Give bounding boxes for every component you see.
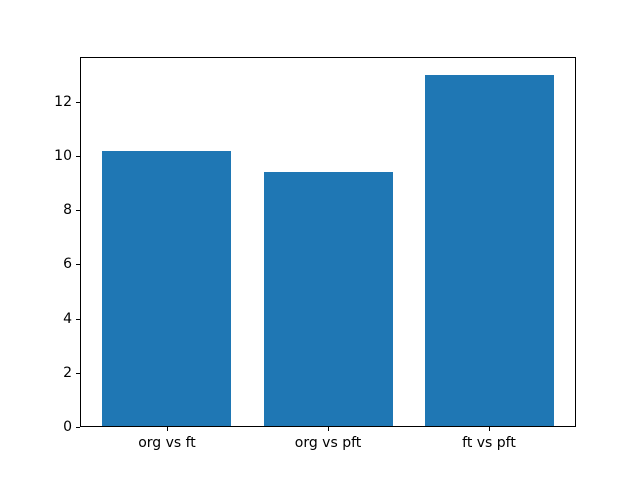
y-tick-label: 10 bbox=[54, 148, 72, 164]
y-tick-mark bbox=[76, 210, 80, 211]
x-tick-label: org vs pft bbox=[294, 435, 362, 451]
x-tick-mark bbox=[328, 427, 329, 431]
x-tick-label: ft vs pft bbox=[462, 435, 516, 451]
bar-org-vs-ft bbox=[102, 151, 231, 426]
x-tick-mark bbox=[489, 427, 490, 431]
y-tick-mark bbox=[76, 427, 80, 428]
y-tick-mark bbox=[76, 156, 80, 157]
y-tick-label: 2 bbox=[63, 365, 72, 381]
y-tick-label: 4 bbox=[63, 311, 72, 327]
y-tick-mark bbox=[76, 264, 80, 265]
y-tick-mark bbox=[76, 319, 80, 320]
y-tick-label: 0 bbox=[63, 419, 72, 435]
y-tick-label: 8 bbox=[63, 202, 72, 218]
y-tick-mark bbox=[76, 102, 80, 103]
bar-ft-vs-pft bbox=[425, 75, 554, 426]
y-tick-mark bbox=[76, 373, 80, 374]
y-tick-label: 6 bbox=[63, 256, 72, 272]
y-tick-label: 12 bbox=[54, 94, 72, 110]
x-tick-mark bbox=[167, 427, 168, 431]
x-tick-label: org vs ft bbox=[138, 435, 196, 451]
bar-org-vs-pft bbox=[264, 172, 393, 426]
